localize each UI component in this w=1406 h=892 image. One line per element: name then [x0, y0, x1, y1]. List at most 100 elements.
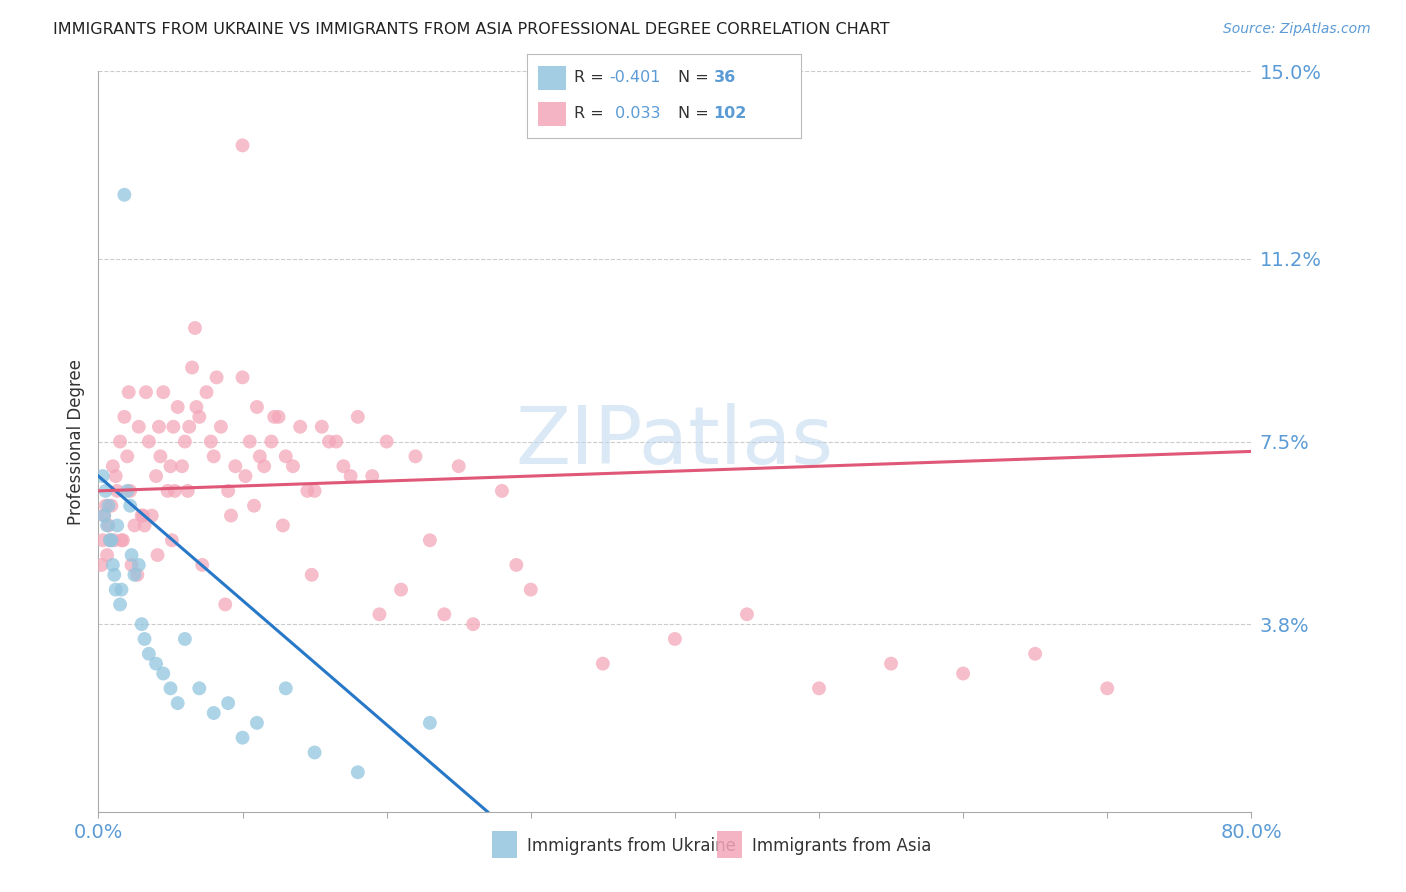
Point	[170, 459, 193, 474]
Point	[179, 419, 201, 434]
Point	[111, 533, 134, 548]
Point	[110, 533, 132, 548]
Point	[120, 483, 142, 498]
Point	[195, 385, 218, 400]
Point	[103, 533, 125, 548]
Point	[419, 715, 441, 730]
Point	[281, 459, 304, 474]
Point	[491, 483, 513, 498]
Bar	[538, 66, 565, 89]
Point	[311, 419, 333, 434]
Point	[200, 434, 222, 449]
Point	[127, 567, 149, 582]
Point	[96, 518, 118, 533]
Point	[405, 450, 427, 464]
Point	[246, 715, 269, 730]
Point	[433, 607, 456, 622]
Point	[246, 400, 269, 414]
Text: IMMIGRANTS FROM UKRAINE VS IMMIGRANTS FROM ASIA PROFESSIONAL DEGREE CORRELATION : IMMIGRANTS FROM UKRAINE VS IMMIGRANTS FR…	[53, 22, 890, 37]
Point	[121, 558, 143, 572]
Point	[239, 434, 262, 449]
Point	[135, 385, 157, 400]
Point	[952, 666, 974, 681]
Point	[112, 187, 135, 202]
Point	[96, 548, 118, 562]
Point	[103, 567, 125, 582]
Point	[145, 657, 167, 671]
Point	[274, 681, 297, 696]
Point	[105, 483, 128, 498]
Point	[880, 657, 903, 671]
Point	[463, 617, 485, 632]
Point	[117, 483, 139, 498]
Text: 36: 36	[714, 70, 735, 86]
Point	[112, 409, 135, 424]
Point	[332, 459, 354, 474]
Point	[375, 434, 398, 449]
Point	[149, 450, 172, 464]
Point	[152, 385, 174, 400]
Point	[243, 499, 266, 513]
Text: N =: N =	[678, 106, 714, 121]
Point	[347, 765, 370, 780]
Point	[131, 508, 153, 523]
Point	[97, 518, 120, 533]
Point	[117, 450, 139, 464]
Point	[177, 483, 200, 498]
Y-axis label: Professional Degree: Professional Degree	[66, 359, 84, 524]
Point	[188, 681, 211, 696]
Point	[1097, 681, 1119, 696]
Point	[339, 469, 361, 483]
Point	[134, 518, 156, 533]
Text: R =: R =	[574, 70, 609, 86]
Point	[301, 567, 323, 582]
Point	[94, 499, 117, 513]
Point	[1024, 647, 1046, 661]
Point	[156, 483, 179, 498]
Point	[202, 706, 225, 720]
Point	[181, 360, 204, 375]
Point	[138, 434, 160, 449]
Point	[174, 632, 197, 646]
Point	[160, 533, 183, 548]
Point	[267, 409, 290, 424]
Point	[110, 582, 132, 597]
Point	[231, 138, 254, 153]
Point	[100, 499, 122, 513]
Text: N =: N =	[678, 70, 714, 86]
Point	[138, 647, 160, 661]
Point	[389, 582, 412, 597]
Point	[131, 617, 153, 632]
Text: R =: R =	[574, 106, 609, 121]
Point	[104, 469, 127, 483]
Point	[263, 409, 285, 424]
Point	[231, 731, 254, 745]
Point	[146, 548, 169, 562]
Point	[202, 450, 225, 464]
Text: Immigrants from Ukraine: Immigrants from Ukraine	[527, 837, 737, 855]
Text: Immigrants from Asia: Immigrants from Asia	[752, 837, 932, 855]
Point	[118, 385, 141, 400]
Point	[808, 681, 831, 696]
Point	[128, 419, 150, 434]
Text: 102: 102	[714, 106, 747, 121]
Point	[100, 533, 122, 548]
Point	[419, 533, 441, 548]
Point	[94, 483, 117, 498]
Bar	[538, 103, 565, 126]
Point	[592, 657, 614, 671]
Point	[304, 746, 326, 760]
Point	[124, 518, 146, 533]
Text: ZIPatlas: ZIPatlas	[516, 402, 834, 481]
Point	[290, 419, 312, 434]
Point	[664, 632, 686, 646]
Point	[97, 499, 120, 513]
Point	[186, 400, 208, 414]
Point	[148, 419, 170, 434]
Point	[105, 518, 128, 533]
Point	[249, 450, 271, 464]
Point	[98, 533, 121, 548]
Point	[184, 321, 207, 335]
Text: -0.401: -0.401	[610, 70, 661, 86]
Text: 0.033: 0.033	[610, 106, 659, 121]
